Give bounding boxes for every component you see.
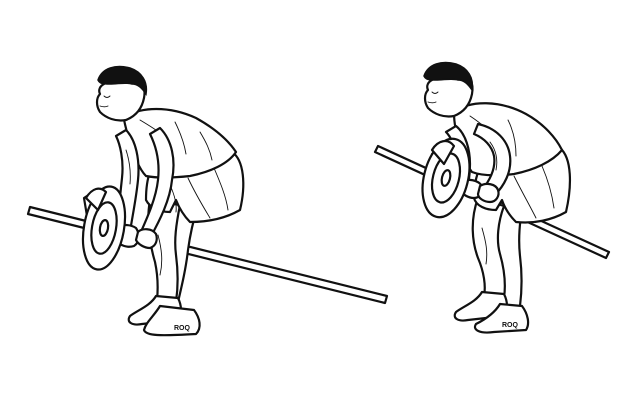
left-figure-front-shoe: ROQ [142, 304, 201, 337]
left-figure-torso [122, 108, 238, 179]
weight-plate-left [81, 185, 127, 271]
right-figure-front-shoe: ROQ [473, 302, 530, 334]
left-figure-head [95, 65, 148, 122]
figure-start-position: ROQ [26, 65, 389, 337]
shoe-brand-left: ROQ [174, 325, 191, 332]
figure-end-position: ROQ [373, 61, 611, 334]
right-figure-head [423, 61, 474, 118]
shoe-brand-right: ROQ [502, 322, 519, 329]
weight-plate-right [421, 137, 471, 219]
